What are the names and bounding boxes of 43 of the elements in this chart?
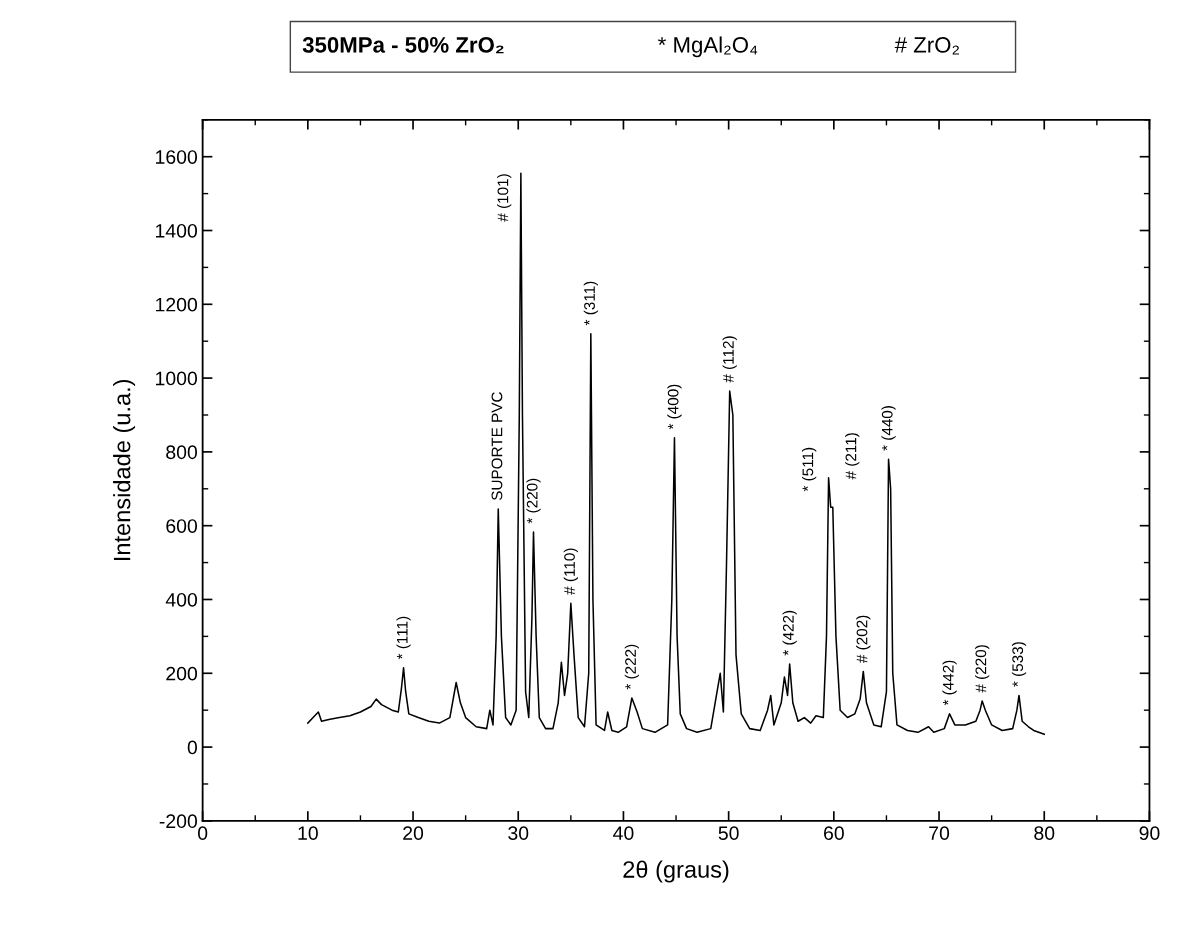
annotation: * (111) xyxy=(396,616,411,660)
annotation: # (112) xyxy=(722,336,737,383)
x-tick-label: 70 xyxy=(929,826,950,841)
x-tick-label: 40 xyxy=(613,826,634,841)
annotation: * (533) xyxy=(1011,642,1027,687)
annotation: # (211) xyxy=(845,433,860,480)
annotation: * (511) xyxy=(802,447,817,492)
y-tick-label: 1200 xyxy=(156,297,198,312)
y-tick-label: 600 xyxy=(166,519,198,533)
x-tick-label: 60 xyxy=(824,826,844,841)
annotation: * (222) xyxy=(624,644,639,690)
y-tick-label: 400 xyxy=(165,592,198,607)
annotation: * (440) xyxy=(881,406,896,451)
line-series xyxy=(307,172,1046,735)
annotation: * (400) xyxy=(667,384,682,430)
y-tick-label: 1600 xyxy=(156,150,198,164)
x-tick-label: 50 xyxy=(718,826,739,841)
x-tick-label: 80 xyxy=(1034,826,1055,841)
x-tick-label: 90 xyxy=(1139,826,1160,841)
annotation: # (101) xyxy=(497,174,512,222)
x-tick-label: 0 xyxy=(197,826,208,841)
y-tick-label: 1400 xyxy=(156,223,198,238)
y-tick-label: 0 xyxy=(187,740,198,755)
text: * MgAl₂O₄ xyxy=(658,36,758,58)
x-tick-label: 20 xyxy=(403,826,424,841)
annotation: # (220) xyxy=(975,645,990,693)
x-tick-label: 30 xyxy=(508,826,529,841)
y-axis-title: Intensidade (u.a.) xyxy=(113,379,136,561)
chart-title: 350MPa - 50% ZrO₂ xyxy=(302,37,504,54)
annotation: SUPORTE PVC xyxy=(491,392,503,501)
annotation: # (110) xyxy=(563,548,578,595)
annotation: # (202) xyxy=(856,615,871,664)
annotation: * (422) xyxy=(782,610,797,656)
text: # ZrO₂ xyxy=(894,37,959,55)
annotation: * (311) xyxy=(583,281,598,326)
y-tick-label: 1000 xyxy=(156,371,198,386)
y-tick-label: 200 xyxy=(166,666,198,681)
x-tick-label: 10 xyxy=(298,826,318,841)
x-axis-title: 2θ (graus) xyxy=(623,860,729,883)
y-tick-label: -200 xyxy=(159,814,198,829)
y-tick-label: 800 xyxy=(166,445,198,460)
annotation: * (442) xyxy=(942,660,957,706)
annotation: * (220) xyxy=(526,478,541,524)
